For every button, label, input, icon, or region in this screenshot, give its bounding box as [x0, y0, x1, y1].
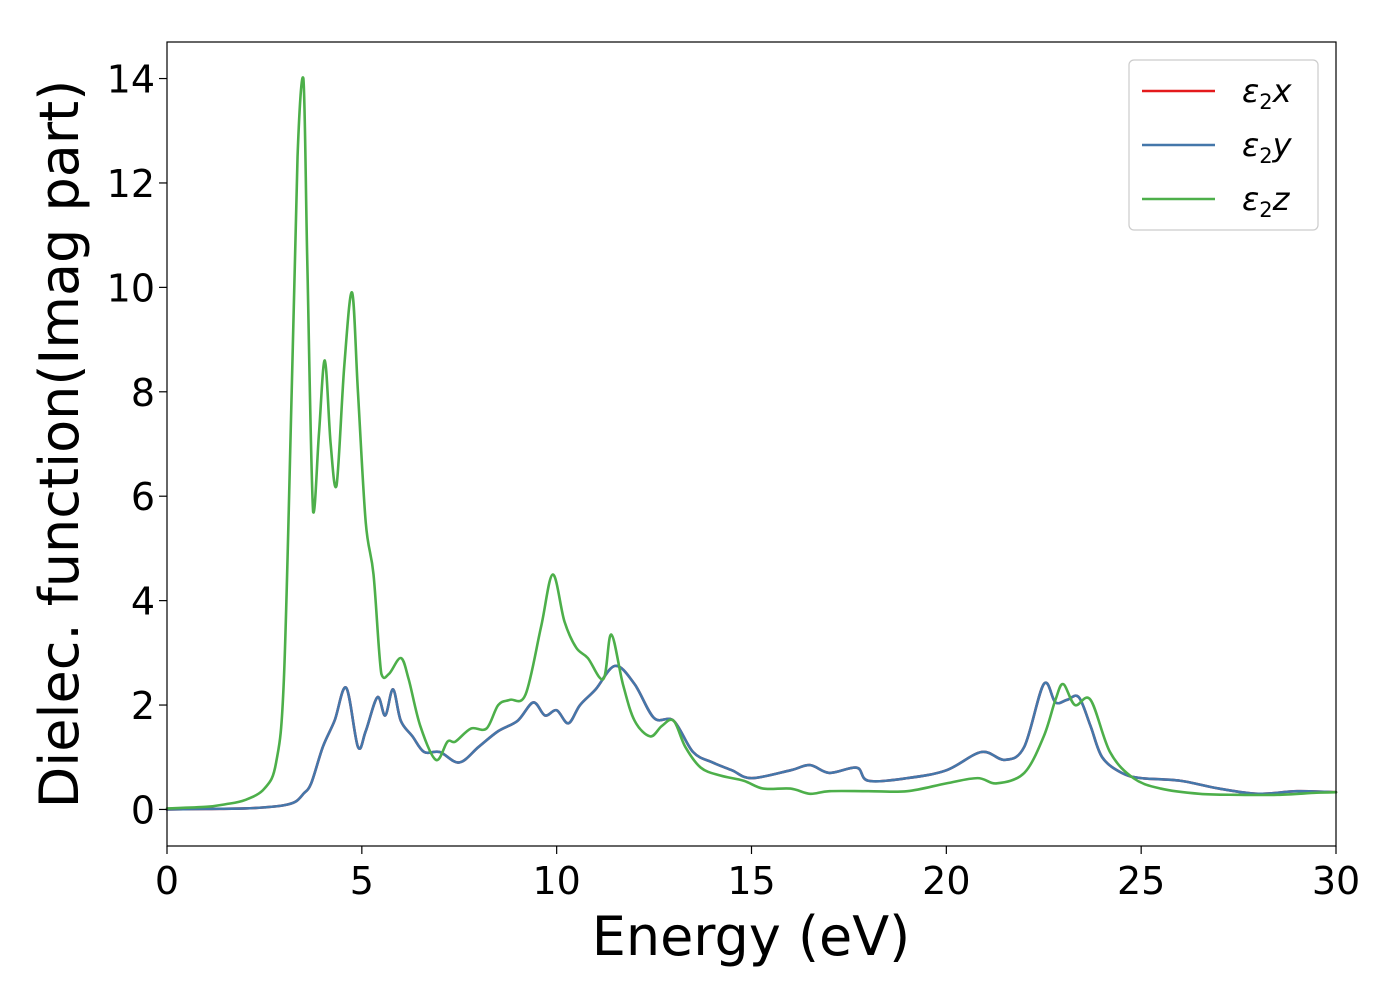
x-tick-label: 20 — [922, 859, 970, 903]
legend: ε2x ε2y ε2z — [1128, 59, 1319, 231]
legend-item-eps2x: ε2x — [1142, 72, 1293, 114]
legend-label-eps2x: ε2x — [1242, 72, 1293, 114]
y-tick-label: 14 — [107, 58, 155, 102]
y-tick-label: 10 — [107, 266, 155, 310]
series-line-eps2z — [165, 76, 1338, 810]
x-tick-label: 5 — [350, 859, 374, 903]
legend-box — [1128, 59, 1319, 231]
y-axis-label: Dielec. function(Imag part) — [28, 80, 91, 809]
legend-label-eps2z: ε2z — [1242, 180, 1291, 222]
series-line-eps2y — [165, 664, 1338, 811]
legend-item-eps2z: ε2z — [1142, 180, 1291, 222]
legend-label-eps2y: ε2y — [1242, 126, 1293, 168]
legend-item-eps2y: ε2y — [1142, 126, 1293, 168]
y-tick-label: 8 — [131, 371, 155, 415]
x-tick-label: 0 — [155, 859, 179, 903]
x-tick-label: 30 — [1312, 859, 1360, 903]
y-axis-ticks: 0 2 4 6 8 10 12 14 — [107, 58, 167, 832]
y-tick-label: 2 — [131, 684, 155, 728]
x-tick-label: 15 — [727, 859, 775, 903]
x-tick-label: 10 — [532, 859, 580, 903]
y-tick-label: 12 — [107, 162, 155, 206]
x-axis-label: Energy (eV) — [592, 905, 911, 968]
x-tick-label: 25 — [1117, 859, 1165, 903]
y-tick-label: 0 — [131, 788, 155, 832]
y-tick-label: 6 — [131, 475, 155, 519]
series-layer — [165, 76, 1338, 811]
x-axis-ticks: 0 5 10 15 20 25 30 — [155, 846, 1360, 903]
y-tick-label: 4 — [131, 580, 155, 624]
